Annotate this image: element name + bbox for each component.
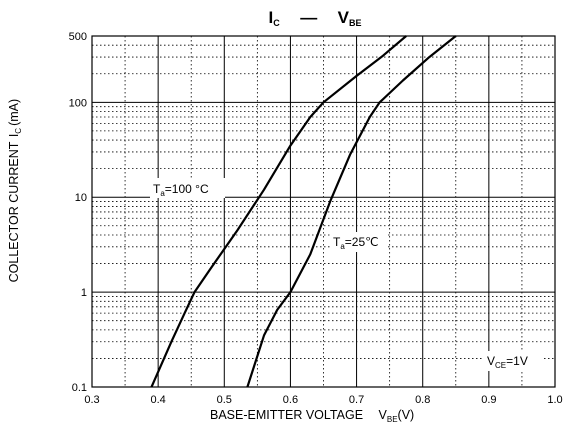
x-axis-symbol: V <box>379 408 388 422</box>
x-tick-label: 0.4 <box>150 394 165 406</box>
series-line-ta-100c <box>150 35 407 388</box>
series-label-bg-25 <box>330 232 388 252</box>
x-tick-label: 0.9 <box>481 394 496 406</box>
y-axis-subscript: C <box>14 128 23 134</box>
y-tick-labels: 0.1 1 10 100 500 <box>69 31 87 394</box>
series-line-ta-25c <box>246 35 457 388</box>
x-tick-label: 0.5 <box>217 394 232 406</box>
y-tick-label: 10 <box>75 192 87 204</box>
y-axis-symbol: I <box>7 134 21 137</box>
series-label-100-subscript: a <box>160 189 165 198</box>
series-label-bg-100 <box>150 178 225 198</box>
vce-annotation-bg <box>484 351 542 371</box>
x-tick-labels: 0.3 0.4 0.5 0.6 0.7 0.8 0.9 1.0 <box>84 394 562 406</box>
title-left-subscript: C <box>273 18 280 28</box>
vce-annotation: VCE=1V <box>487 354 528 370</box>
x-tick-label: 0.7 <box>349 394 364 406</box>
chart-title: IC — VBE <box>269 8 362 30</box>
x-axis-title-text: BASE-EMITTER VOLTAGE <box>210 408 363 422</box>
y-tick-label: 0.1 <box>72 382 87 394</box>
series-label-25-subscript: a <box>340 242 345 251</box>
title-right-subscript: BE <box>349 18 362 28</box>
y-tick-label: 1 <box>81 287 87 299</box>
vce-subscript: CE <box>495 361 506 370</box>
x-tick-label: 0.3 <box>84 394 99 406</box>
series-label-100-symbol: T <box>153 182 161 196</box>
y-tick-label: 500 <box>69 31 87 43</box>
x-tick-label: 0.6 <box>283 394 298 406</box>
curve-layer <box>150 35 457 388</box>
title-left-symbol: I <box>269 8 274 27</box>
y-axis-title: COLLECTOR CURRENT <box>7 141 21 282</box>
vce-symbol: V <box>487 354 495 368</box>
series-label-25-rest: =25℃ <box>345 235 379 249</box>
plot-frame <box>91 35 556 388</box>
title-dash: — <box>300 8 317 27</box>
y-axis-unit: (mA) <box>7 99 21 126</box>
series-label-100-rest: =100 °C <box>165 182 209 196</box>
vce-rest: =1V <box>506 354 528 368</box>
x-tick-label: 1.0 <box>547 394 562 406</box>
x-axis-unit: (V) <box>398 408 415 422</box>
y-axis-unit-label: IC (mA) <box>7 99 23 137</box>
title-right-symbol: V <box>338 8 350 27</box>
series-label-100: Ta=100 °C <box>153 182 209 198</box>
y-axis-title-text: COLLECTOR CURRENT <box>7 141 21 282</box>
y-tick-label: 100 <box>69 97 87 109</box>
x-tick-label: 0.8 <box>415 394 430 406</box>
x-axis-title: BASE-EMITTER VOLTAGE VBE(V) <box>210 408 414 424</box>
series-label-25: Ta=25℃ <box>333 235 379 251</box>
x-axis-subscript: BE <box>387 415 398 424</box>
series-label-25-symbol: T <box>333 235 341 249</box>
